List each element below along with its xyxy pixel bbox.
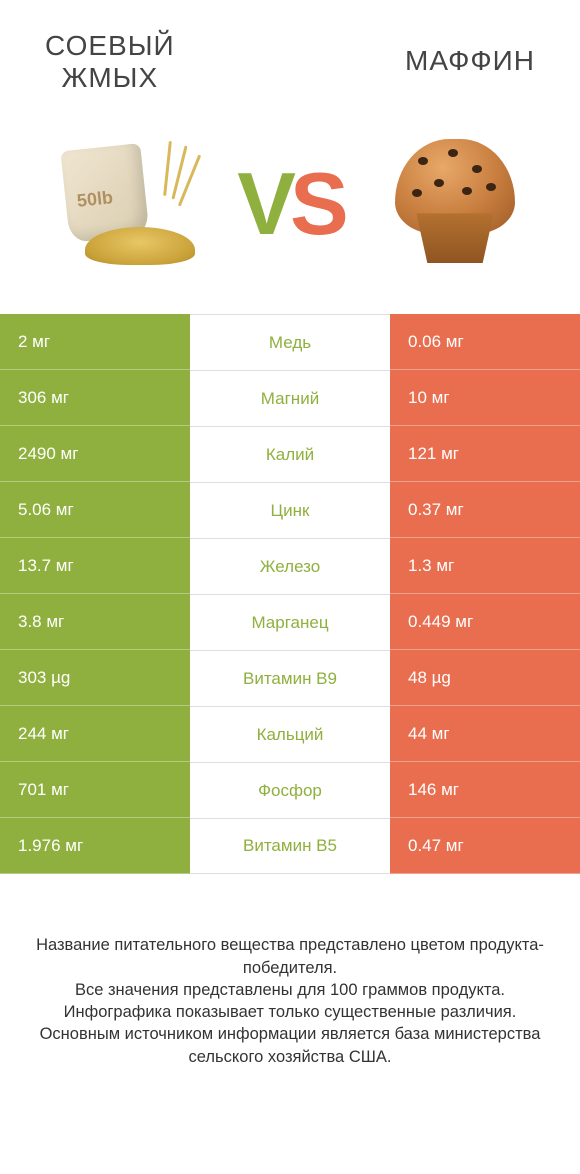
- left-value-cell: 5.06 мг: [0, 482, 190, 538]
- vs-label: VS: [237, 153, 342, 255]
- table-row: 5.06 мгЦинк0.37 мг: [0, 482, 580, 538]
- table-row: 13.7 мгЖелезо1.3 мг: [0, 538, 580, 594]
- table-row: 3.8 мгМарганец0.449 мг: [0, 594, 580, 650]
- nutrient-name-cell: Калий: [190, 426, 390, 482]
- right-value-cell: 0.06 мг: [390, 314, 580, 370]
- footer-line-1: Название питательного вещества представл…: [30, 934, 550, 979]
- nutrient-name-cell: Витамин B5: [190, 818, 390, 874]
- footer-line-2: Все значения представлены для 100 граммо…: [30, 979, 550, 1001]
- sack-label: 50lb: [76, 188, 114, 213]
- right-value-cell: 146 мг: [390, 762, 580, 818]
- left-product-image: 50lb: [45, 124, 205, 284]
- left-product-title: СОЕВЫЙ ЖМЫХ: [45, 30, 175, 94]
- right-product-title: МАФФИН: [405, 45, 535, 77]
- grain-sack-icon: 50lb: [55, 139, 195, 269]
- left-title-line2: ЖМЫХ: [45, 62, 175, 94]
- nutrient-name-cell: Фосфор: [190, 762, 390, 818]
- right-value-cell: 44 мг: [390, 706, 580, 762]
- right-value-cell: 0.449 мг: [390, 594, 580, 650]
- table-row: 701 мгФосфор146 мг: [0, 762, 580, 818]
- left-value-cell: 244 мг: [0, 706, 190, 762]
- left-value-cell: 13.7 мг: [0, 538, 190, 594]
- left-value-cell: 303 µg: [0, 650, 190, 706]
- table-row: 244 мгКальций44 мг: [0, 706, 580, 762]
- table-row: 303 µgВитамин B948 µg: [0, 650, 580, 706]
- left-title-line1: СОЕВЫЙ: [45, 30, 175, 62]
- left-value-cell: 701 мг: [0, 762, 190, 818]
- left-value-cell: 1.976 мг: [0, 818, 190, 874]
- vs-v: V: [237, 154, 290, 253]
- table-row: 1.976 мгВитамин B50.47 мг: [0, 818, 580, 874]
- right-value-cell: 0.47 мг: [390, 818, 580, 874]
- left-value-cell: 2 мг: [0, 314, 190, 370]
- comparison-table: 2 мгМедь0.06 мг306 мгМагний10 мг2490 мгК…: [0, 314, 580, 874]
- left-value-cell: 306 мг: [0, 370, 190, 426]
- nutrient-name-cell: Кальций: [190, 706, 390, 762]
- muffin-icon: [390, 139, 520, 269]
- nutrient-name-cell: Железо: [190, 538, 390, 594]
- nutrient-name-cell: Марганец: [190, 594, 390, 650]
- table-row: 2 мгМедь0.06 мг: [0, 314, 580, 370]
- nutrient-name-cell: Цинк: [190, 482, 390, 538]
- right-value-cell: 10 мг: [390, 370, 580, 426]
- product-photos-row: 50lb VS: [0, 104, 580, 314]
- right-value-cell: 48 µg: [390, 650, 580, 706]
- table-row: 306 мгМагний10 мг: [0, 370, 580, 426]
- left-value-cell: 3.8 мг: [0, 594, 190, 650]
- vs-s: S: [290, 154, 343, 253]
- right-value-cell: 121 мг: [390, 426, 580, 482]
- nutrient-name-cell: Магний: [190, 370, 390, 426]
- footer-line-3: Инфографика показывает только существенн…: [30, 1001, 550, 1023]
- left-value-cell: 2490 мг: [0, 426, 190, 482]
- right-product-image: [375, 124, 535, 284]
- right-value-cell: 1.3 мг: [390, 538, 580, 594]
- footer-line-4: Основным источником информации является …: [30, 1023, 550, 1068]
- right-value-cell: 0.37 мг: [390, 482, 580, 538]
- nutrient-name-cell: Медь: [190, 314, 390, 370]
- header: СОЕВЫЙ ЖМЫХ МАФФИН: [0, 0, 580, 104]
- table-row: 2490 мгКалий121 мг: [0, 426, 580, 482]
- nutrient-name-cell: Витамин B9: [190, 650, 390, 706]
- footer-notes: Название питательного вещества представл…: [0, 874, 580, 1068]
